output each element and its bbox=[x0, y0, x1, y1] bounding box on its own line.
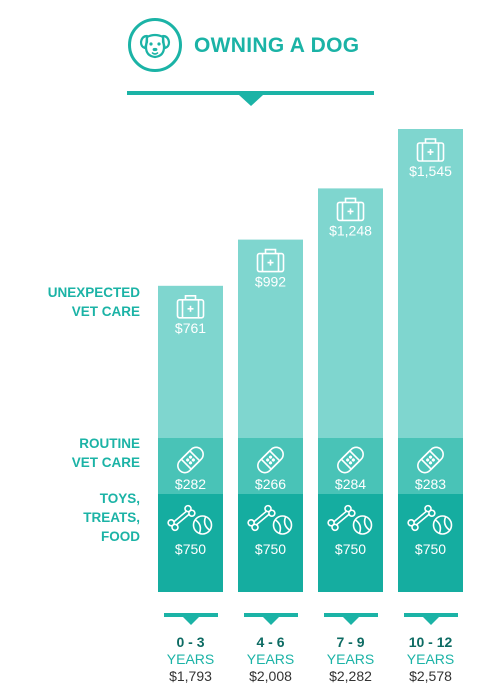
page-title: OWNING A DOG bbox=[194, 34, 360, 57]
row-label-routine-vet-care: ROUTINE VET CARE bbox=[71, 436, 140, 470]
category-label: 7 - 9 YEARS $2,282 bbox=[316, 634, 386, 685]
age-unit: YEARS bbox=[326, 651, 375, 667]
total-cost: $1,793 bbox=[169, 668, 212, 684]
category-label: 10 - 12 YEARS $2,578 bbox=[396, 634, 466, 685]
bone-and-ball-icon bbox=[167, 504, 213, 535]
category-marker-pointer bbox=[262, 617, 279, 625]
total-cost: $2,008 bbox=[249, 668, 292, 684]
value-label-unexpected: $992 bbox=[255, 274, 286, 290]
bar-segment-unexpected bbox=[398, 129, 463, 438]
category-label: 4 - 6 YEARS $2,008 bbox=[236, 634, 306, 685]
value-label-unexpected: $761 bbox=[175, 320, 206, 336]
age-unit: YEARS bbox=[406, 651, 455, 667]
category-marker-pointer bbox=[422, 617, 439, 625]
value-label-toys: $750 bbox=[255, 541, 286, 557]
bar-segment-unexpected bbox=[318, 188, 383, 438]
bone-and-ball-icon bbox=[247, 504, 293, 535]
category-marker bbox=[403, 613, 458, 617]
bone-and-ball-icon bbox=[407, 504, 453, 535]
category-marker bbox=[323, 613, 378, 617]
value-label-toys: $750 bbox=[175, 541, 206, 557]
value-label-unexpected: $1,248 bbox=[329, 222, 372, 238]
dog-logo bbox=[128, 18, 182, 72]
bar-segment-routine bbox=[238, 438, 303, 494]
value-label-unexpected: $1,545 bbox=[409, 163, 452, 179]
category-label: 0 - 3 YEARS $1,793 bbox=[156, 634, 226, 685]
value-label-toys: $750 bbox=[335, 541, 366, 557]
bar-2: $750 $266 $992 bbox=[238, 239, 303, 592]
category-marker-pointer bbox=[342, 617, 359, 625]
value-label-routine: $283 bbox=[415, 476, 446, 492]
age-range: 7 - 9 bbox=[336, 634, 365, 650]
bar-1: $750 $282 $761 bbox=[158, 285, 223, 592]
age-range: 10 - 12 bbox=[408, 634, 453, 650]
value-label-routine: $284 bbox=[335, 476, 366, 492]
first-aid-kit-icon bbox=[256, 248, 285, 273]
row-label-toys-treats-food: TOYS, TREATS, FOOD bbox=[83, 491, 140, 544]
category-marker bbox=[163, 613, 218, 617]
total-cost: $2,282 bbox=[329, 668, 372, 684]
bar-4: $750 $283 $1,545 bbox=[398, 129, 463, 592]
category-marker-pointer bbox=[182, 617, 199, 625]
value-label-routine: $282 bbox=[175, 476, 206, 492]
bandage-icon bbox=[257, 446, 284, 474]
bone-and-ball-icon bbox=[327, 504, 373, 535]
title-pointer bbox=[239, 95, 263, 106]
first-aid-kit-icon bbox=[336, 197, 365, 222]
category-marker bbox=[243, 613, 298, 617]
bar-segment-routine bbox=[318, 438, 383, 494]
bandage-icon bbox=[337, 446, 364, 474]
value-label-toys: $750 bbox=[415, 541, 446, 557]
total-cost: $2,578 bbox=[409, 668, 452, 684]
row-label-unexpected-vet-care: UNEXPECTED VET CARE bbox=[47, 285, 140, 319]
value-label-routine: $266 bbox=[255, 476, 286, 492]
bandage-icon bbox=[177, 446, 204, 474]
age-unit: YEARS bbox=[246, 651, 295, 667]
first-aid-kit-icon bbox=[176, 295, 205, 319]
bar-segment-routine bbox=[398, 438, 463, 494]
age-range: 0 - 3 bbox=[176, 634, 205, 650]
bandage-icon bbox=[417, 446, 444, 474]
first-aid-kit-icon bbox=[416, 138, 445, 162]
header: OWNING A DOG bbox=[0, 0, 502, 110]
age-unit: YEARS bbox=[166, 651, 215, 667]
title-underline bbox=[127, 91, 374, 95]
bar-3: $750 $284 $1,248 bbox=[318, 188, 383, 592]
bar-segment-unexpected bbox=[238, 239, 303, 438]
age-range: 4 - 6 bbox=[256, 634, 285, 650]
dog-face-icon bbox=[139, 33, 171, 59]
bar-segment-routine bbox=[158, 438, 223, 494]
